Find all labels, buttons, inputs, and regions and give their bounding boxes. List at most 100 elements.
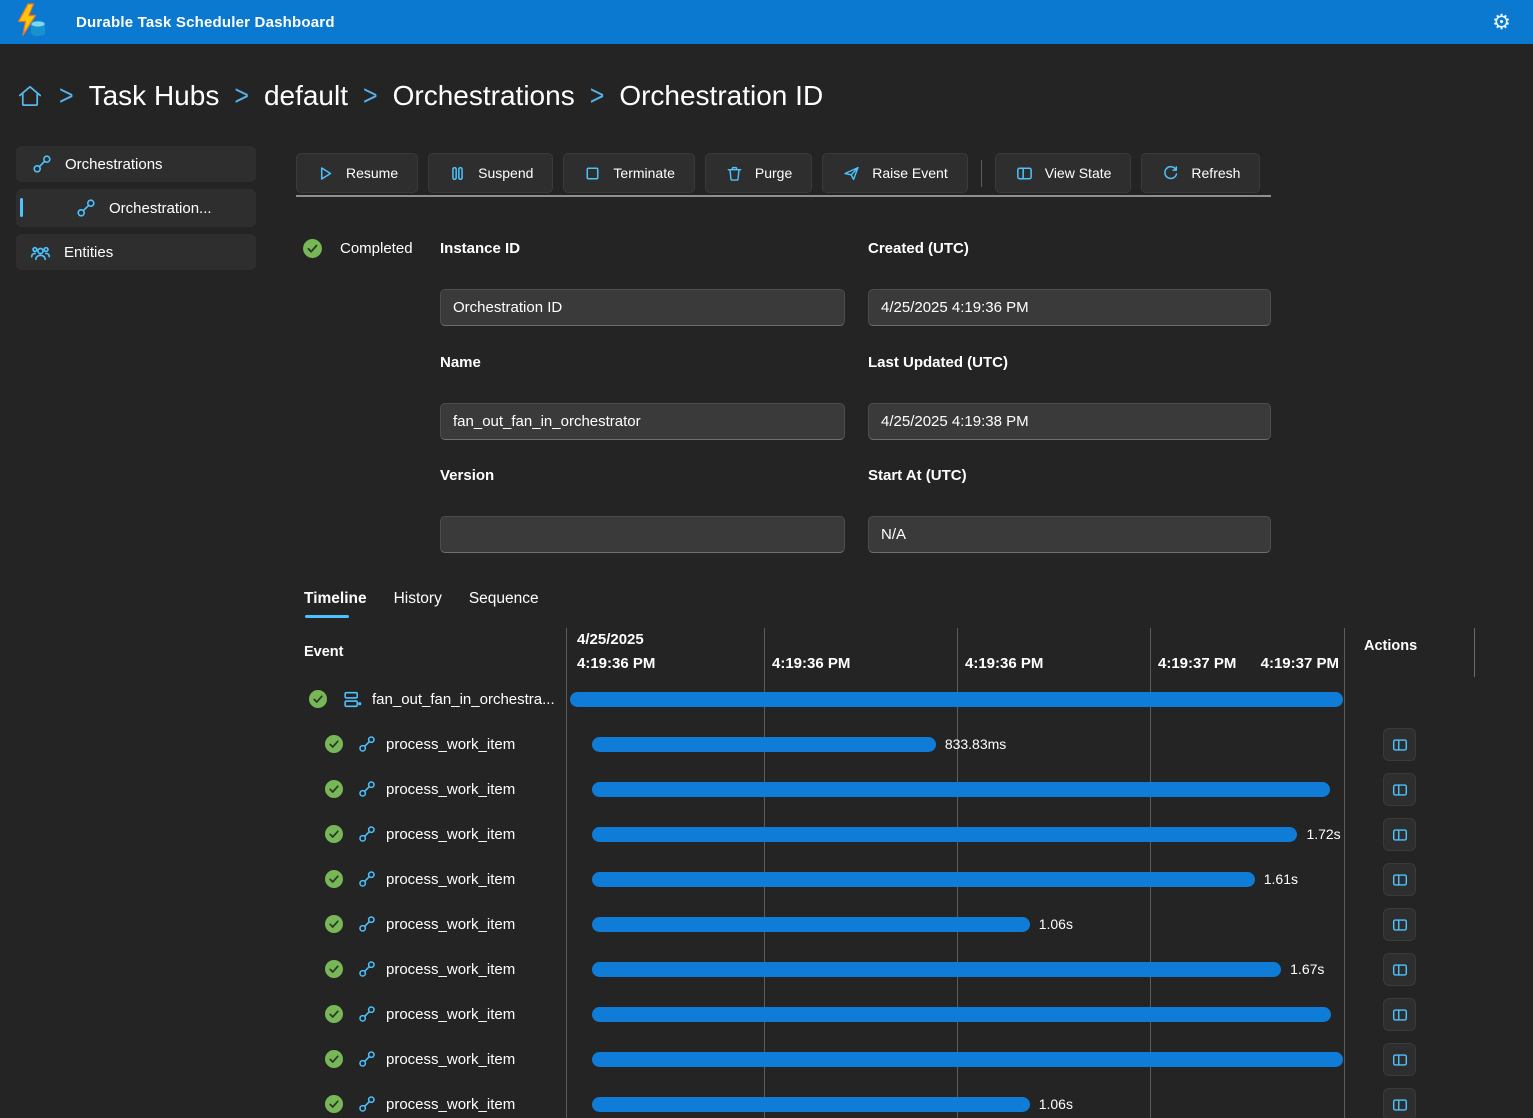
resume-button[interactable]: Resume	[296, 153, 418, 193]
timeline-row[interactable]: process_work_item	[296, 1037, 1533, 1082]
duration-label: 1.61s	[1264, 857, 1298, 902]
view-state-button[interactable]: View State	[995, 153, 1132, 193]
activity-icon	[358, 780, 376, 798]
start-at-field[interactable]	[868, 516, 1271, 553]
time-tick: 4:19:37 PM	[1239, 655, 1339, 672]
tab-sequence[interactable]: Sequence	[469, 590, 539, 618]
version-field[interactable]	[440, 516, 845, 553]
sidebar-item-orchestrations[interactable]: Orchestrations	[16, 146, 256, 182]
view-state-action-button[interactable]	[1383, 908, 1416, 941]
tab-history[interactable]: History	[394, 590, 442, 618]
timeline-bar[interactable]	[592, 782, 1330, 797]
orchestration-details: Completed Instance ID Created (UTC) Name…	[296, 235, 1286, 570]
raise-event-button[interactable]: Raise Event	[822, 153, 967, 193]
split-panel-icon	[1015, 164, 1034, 183]
view-state-action-button[interactable]	[1383, 1088, 1416, 1118]
activity-icon	[358, 1095, 376, 1113]
view-state-action-button[interactable]	[1383, 998, 1416, 1031]
timeline-bar[interactable]	[592, 872, 1255, 887]
event-name: process_work_item	[386, 992, 515, 1037]
last-updated-label: Last Updated (UTC)	[868, 354, 1008, 371]
timeline-bar[interactable]	[592, 1052, 1343, 1067]
breadcrumb-separator: >	[363, 79, 378, 112]
created-field[interactable]	[868, 289, 1271, 326]
event-name: process_work_item	[386, 857, 515, 902]
toolbar-divider	[981, 160, 982, 187]
tab-timeline[interactable]: Timeline	[304, 590, 367, 618]
event-name: process_work_item	[386, 947, 515, 992]
timeline-row[interactable]: process_work_item 833.83ms	[296, 722, 1533, 767]
timeline-row[interactable]: process_work_item 1.06s	[296, 902, 1533, 947]
sidebar-item-orchestration-detail[interactable]: Orchestration...	[16, 189, 256, 227]
activity-icon	[358, 870, 376, 888]
link-icon	[32, 154, 52, 174]
completed-icon	[324, 869, 344, 889]
instance-id-field[interactable]	[440, 289, 845, 326]
actions-column-header: Actions	[1364, 638, 1417, 654]
home-icon[interactable]	[16, 82, 44, 110]
timeline-bar[interactable]	[592, 962, 1281, 977]
button-label: Terminate	[613, 165, 674, 181]
completed-icon	[324, 1049, 344, 1069]
view-state-action-button[interactable]	[1383, 773, 1416, 806]
timeline-bar[interactable]	[592, 1097, 1030, 1112]
timeline-row[interactable]: process_work_item	[296, 992, 1533, 1037]
timeline-bar[interactable]	[570, 692, 1343, 707]
sidebar-item-label: Orchestrations	[65, 156, 163, 173]
activity-icon	[358, 1005, 376, 1023]
timeline-date-header: 4/25/2025	[577, 631, 644, 648]
event-name: process_work_item	[386, 767, 515, 812]
button-label: Refresh	[1191, 165, 1240, 181]
event-name: process_work_item	[386, 902, 515, 947]
sidebar-item-entities[interactable]: Entities	[16, 234, 256, 270]
button-label: Purge	[755, 165, 792, 181]
breadcrumb-item-default[interactable]: default	[264, 80, 348, 112]
view-state-action-button[interactable]	[1383, 953, 1416, 986]
timeline-bar[interactable]	[592, 1007, 1331, 1022]
breadcrumb: > Task Hubs > default > Orchestrations >…	[16, 80, 823, 112]
activity-icon	[358, 960, 376, 978]
timeline-row[interactable]: process_work_item 1.06s	[296, 1082, 1533, 1118]
breadcrumb-item-task-hubs[interactable]: Task Hubs	[89, 80, 220, 112]
split-panel-icon	[1391, 826, 1409, 844]
send-icon	[842, 164, 861, 183]
timeline-row[interactable]: process_work_item	[296, 767, 1533, 812]
last-updated-field[interactable]	[868, 403, 1271, 440]
timeline-bar[interactable]	[592, 917, 1030, 932]
people-icon	[30, 242, 51, 263]
version-label: Version	[440, 467, 494, 484]
view-state-action-button[interactable]	[1383, 728, 1416, 761]
view-state-action-button[interactable]	[1383, 863, 1416, 896]
timeline-bar[interactable]	[592, 737, 936, 752]
name-field[interactable]	[440, 403, 845, 440]
created-label: Created (UTC)	[868, 240, 969, 257]
purge-button[interactable]: Purge	[705, 153, 812, 193]
completed-icon	[324, 1004, 344, 1024]
split-panel-icon	[1391, 916, 1409, 934]
button-label: View State	[1045, 165, 1112, 181]
timeline-row[interactable]: process_work_item 1.72s	[296, 812, 1533, 857]
terminate-button[interactable]: Terminate	[563, 153, 694, 193]
button-label: Suspend	[478, 165, 533, 181]
breadcrumb-item-orchestrations[interactable]: Orchestrations	[393, 80, 575, 112]
refresh-button[interactable]: Refresh	[1141, 153, 1260, 193]
link-icon	[76, 198, 96, 218]
gear-icon[interactable]: ⚙	[1492, 12, 1511, 33]
split-panel-icon	[1391, 1096, 1409, 1114]
timeline-row[interactable]: process_work_item 1.61s	[296, 857, 1533, 902]
timeline-row[interactable]: process_work_item 1.67s	[296, 947, 1533, 992]
suspend-button[interactable]: Suspend	[428, 153, 553, 193]
view-state-action-button[interactable]	[1383, 1043, 1416, 1076]
status-badge: Completed	[302, 238, 413, 259]
duration-label: 1.06s	[1039, 1082, 1073, 1118]
split-panel-icon	[1391, 961, 1409, 979]
breadcrumb-item-orchestration-id[interactable]: Orchestration ID	[619, 80, 823, 112]
activity-icon	[358, 735, 376, 753]
timeline-bar[interactable]	[592, 827, 1297, 842]
timeline-row[interactable]: fan_out_fan_in_orchestra...	[296, 677, 1533, 722]
completed-icon	[302, 238, 323, 259]
view-state-action-button[interactable]	[1383, 818, 1416, 851]
time-tick: 4:19:37 PM	[1158, 655, 1236, 672]
duration-label: 1.72s	[1306, 812, 1340, 857]
timeline-panel: Event 4/25/2025 4:19:36 PM 4:19:36 PM 4:…	[296, 628, 1533, 1118]
